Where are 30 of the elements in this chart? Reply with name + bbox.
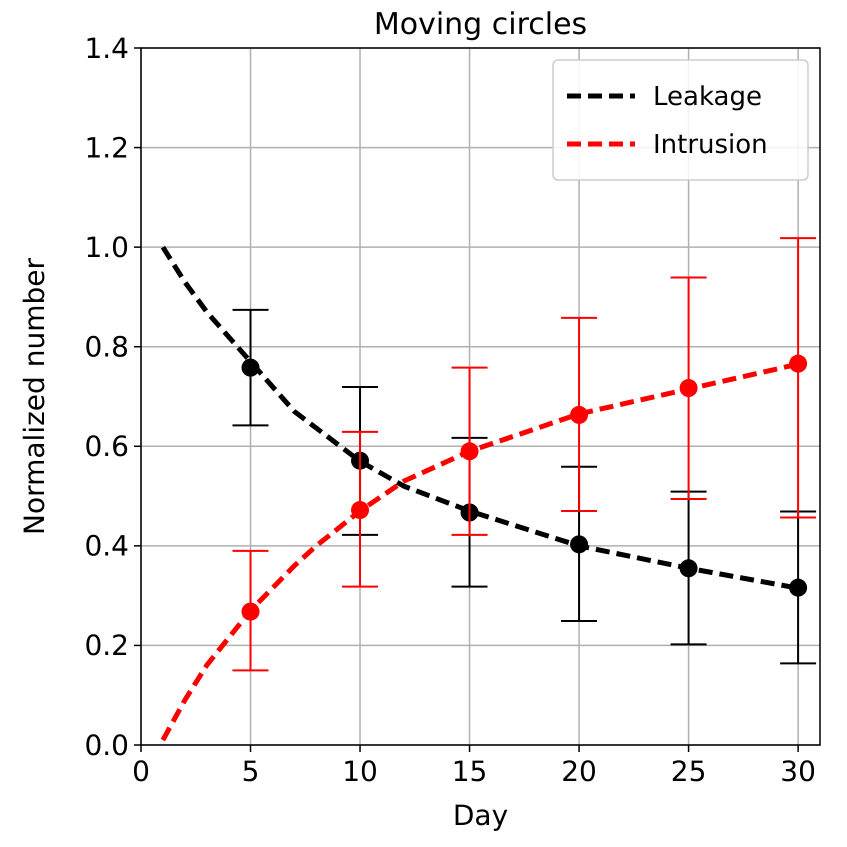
x-tick-label: 0: [132, 755, 150, 788]
point: [680, 379, 698, 398]
point: [789, 578, 808, 597]
x-tick-label: 20: [561, 755, 597, 788]
y-tick-label: 0.4: [84, 530, 129, 563]
y-tick-label: 0.2: [84, 629, 129, 662]
y-tick-label: 1.0: [84, 230, 129, 264]
y-tick-label: 1.4: [84, 32, 129, 65]
x-tick-label: 5: [242, 755, 260, 788]
y-axis-title: Normalized number: [18, 258, 51, 535]
x-tick-label: 15: [452, 755, 488, 788]
point: [351, 501, 370, 520]
point: [680, 559, 698, 578]
x-tick-label: 25: [670, 755, 706, 788]
point: [570, 535, 588, 554]
point: [789, 354, 808, 373]
y-tick-label: 0.0: [84, 728, 129, 762]
legend-label: Leakage: [653, 82, 762, 112]
x-tick-label: 30: [780, 755, 816, 788]
point: [242, 602, 260, 621]
y-tick-label: 1.2: [84, 131, 129, 164]
x-axis-title: Day: [452, 799, 508, 832]
x-tick-label: 10: [342, 755, 378, 788]
chart-title: Moving circles: [374, 7, 588, 42]
y-tick-label: 0.8: [84, 330, 129, 364]
point: [460, 442, 479, 460]
point: [242, 358, 260, 377]
y-tick-label: 0.6: [84, 430, 129, 464]
point: [570, 406, 588, 424]
legend-label: Intrusion: [653, 130, 768, 160]
